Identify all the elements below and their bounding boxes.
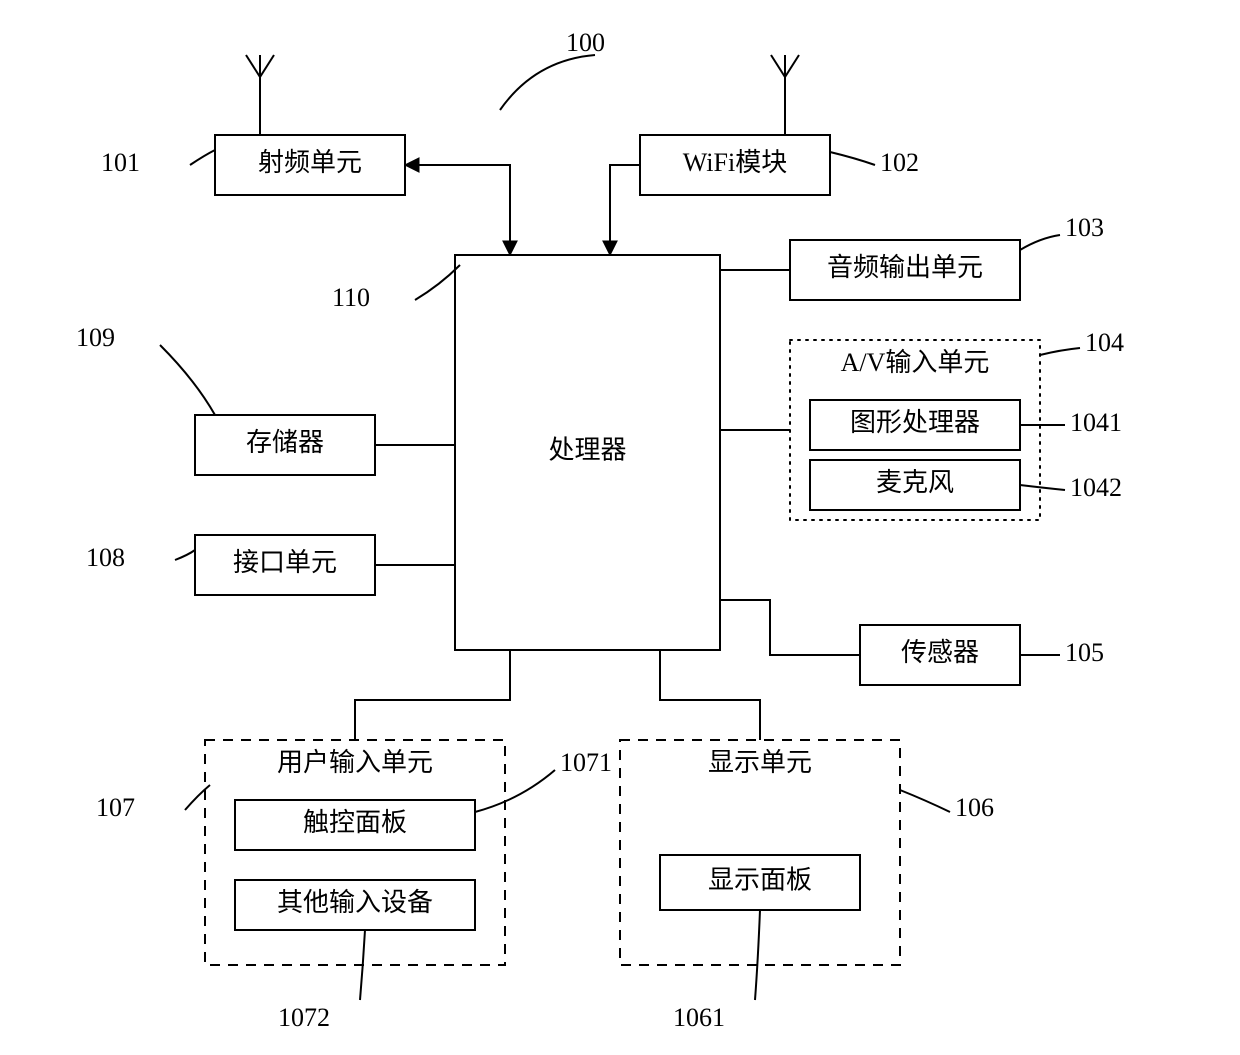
ref-label-1041: 1041: [1070, 408, 1122, 437]
diagram-layer: 处理器 射频单元 WiFi模块音频输出单元 A/V输入单元图形处理器麦克风 存储器接口单…: [76, 28, 1124, 1032]
ref-label-105: 105: [1065, 638, 1104, 667]
connector: [405, 165, 510, 255]
ref-label-104: 104: [1085, 328, 1124, 357]
connector: [610, 165, 640, 255]
display_panel-label: 显示面板: [708, 865, 812, 894]
ref-label-1071: 1071: [560, 748, 612, 777]
rf_unit-label: 射频单元: [258, 148, 362, 177]
ref-leader-103: [1020, 235, 1060, 250]
ref-leader-110: [415, 265, 460, 300]
wifi-label: WiFi模块: [683, 148, 787, 177]
ref-label-1042: 1042: [1070, 473, 1122, 502]
ref-leader-1061: [755, 910, 760, 1000]
gpu-label: 图形处理器: [850, 408, 980, 437]
ref-label-106: 106: [955, 793, 994, 822]
ref-label-103: 103: [1065, 213, 1104, 242]
ref-label-100: 100: [566, 28, 605, 57]
ref-leader-109: [160, 345, 215, 415]
connector: [660, 650, 760, 740]
ref-leader-100: [500, 55, 595, 110]
ref-label-109: 109: [76, 323, 115, 352]
user_input-label: 用户输入单元: [277, 748, 433, 777]
ref-leader-106: [900, 790, 950, 812]
av_input-label: A/V输入单元: [841, 348, 990, 377]
ref-label-107: 107: [96, 793, 135, 822]
ref-leader-1071: [475, 770, 555, 812]
ref-label-1072: 1072: [278, 1003, 330, 1032]
display_unit-label: 显示单元: [708, 748, 812, 777]
ref-leader-102: [830, 152, 875, 165]
connector: [720, 600, 860, 655]
touch_panel-label: 触控面板: [303, 808, 407, 837]
interface-label: 接口单元: [233, 548, 337, 577]
ref-label-1061: 1061: [673, 1003, 725, 1032]
connector: [355, 650, 510, 740]
ref-label-102: 102: [880, 148, 919, 177]
audio_out-label: 音频输出单元: [827, 253, 983, 282]
ref-label-110: 110: [332, 283, 370, 312]
memory-label: 存储器: [246, 428, 324, 457]
ref-label-101: 101: [101, 148, 140, 177]
ref-label-108: 108: [86, 543, 125, 572]
sensor-label: 传感器: [901, 638, 979, 667]
ref-leader-104: [1040, 348, 1080, 355]
other_input-label: 其他输入设备: [277, 888, 433, 917]
ref-leader-108: [175, 550, 195, 560]
ref-leader-1042: [1020, 485, 1065, 490]
ref-leader-107: [185, 785, 210, 810]
processor-label: 处理器: [548, 435, 626, 464]
ref-leader-101: [190, 150, 215, 165]
mic-label: 麦克风: [876, 468, 954, 497]
